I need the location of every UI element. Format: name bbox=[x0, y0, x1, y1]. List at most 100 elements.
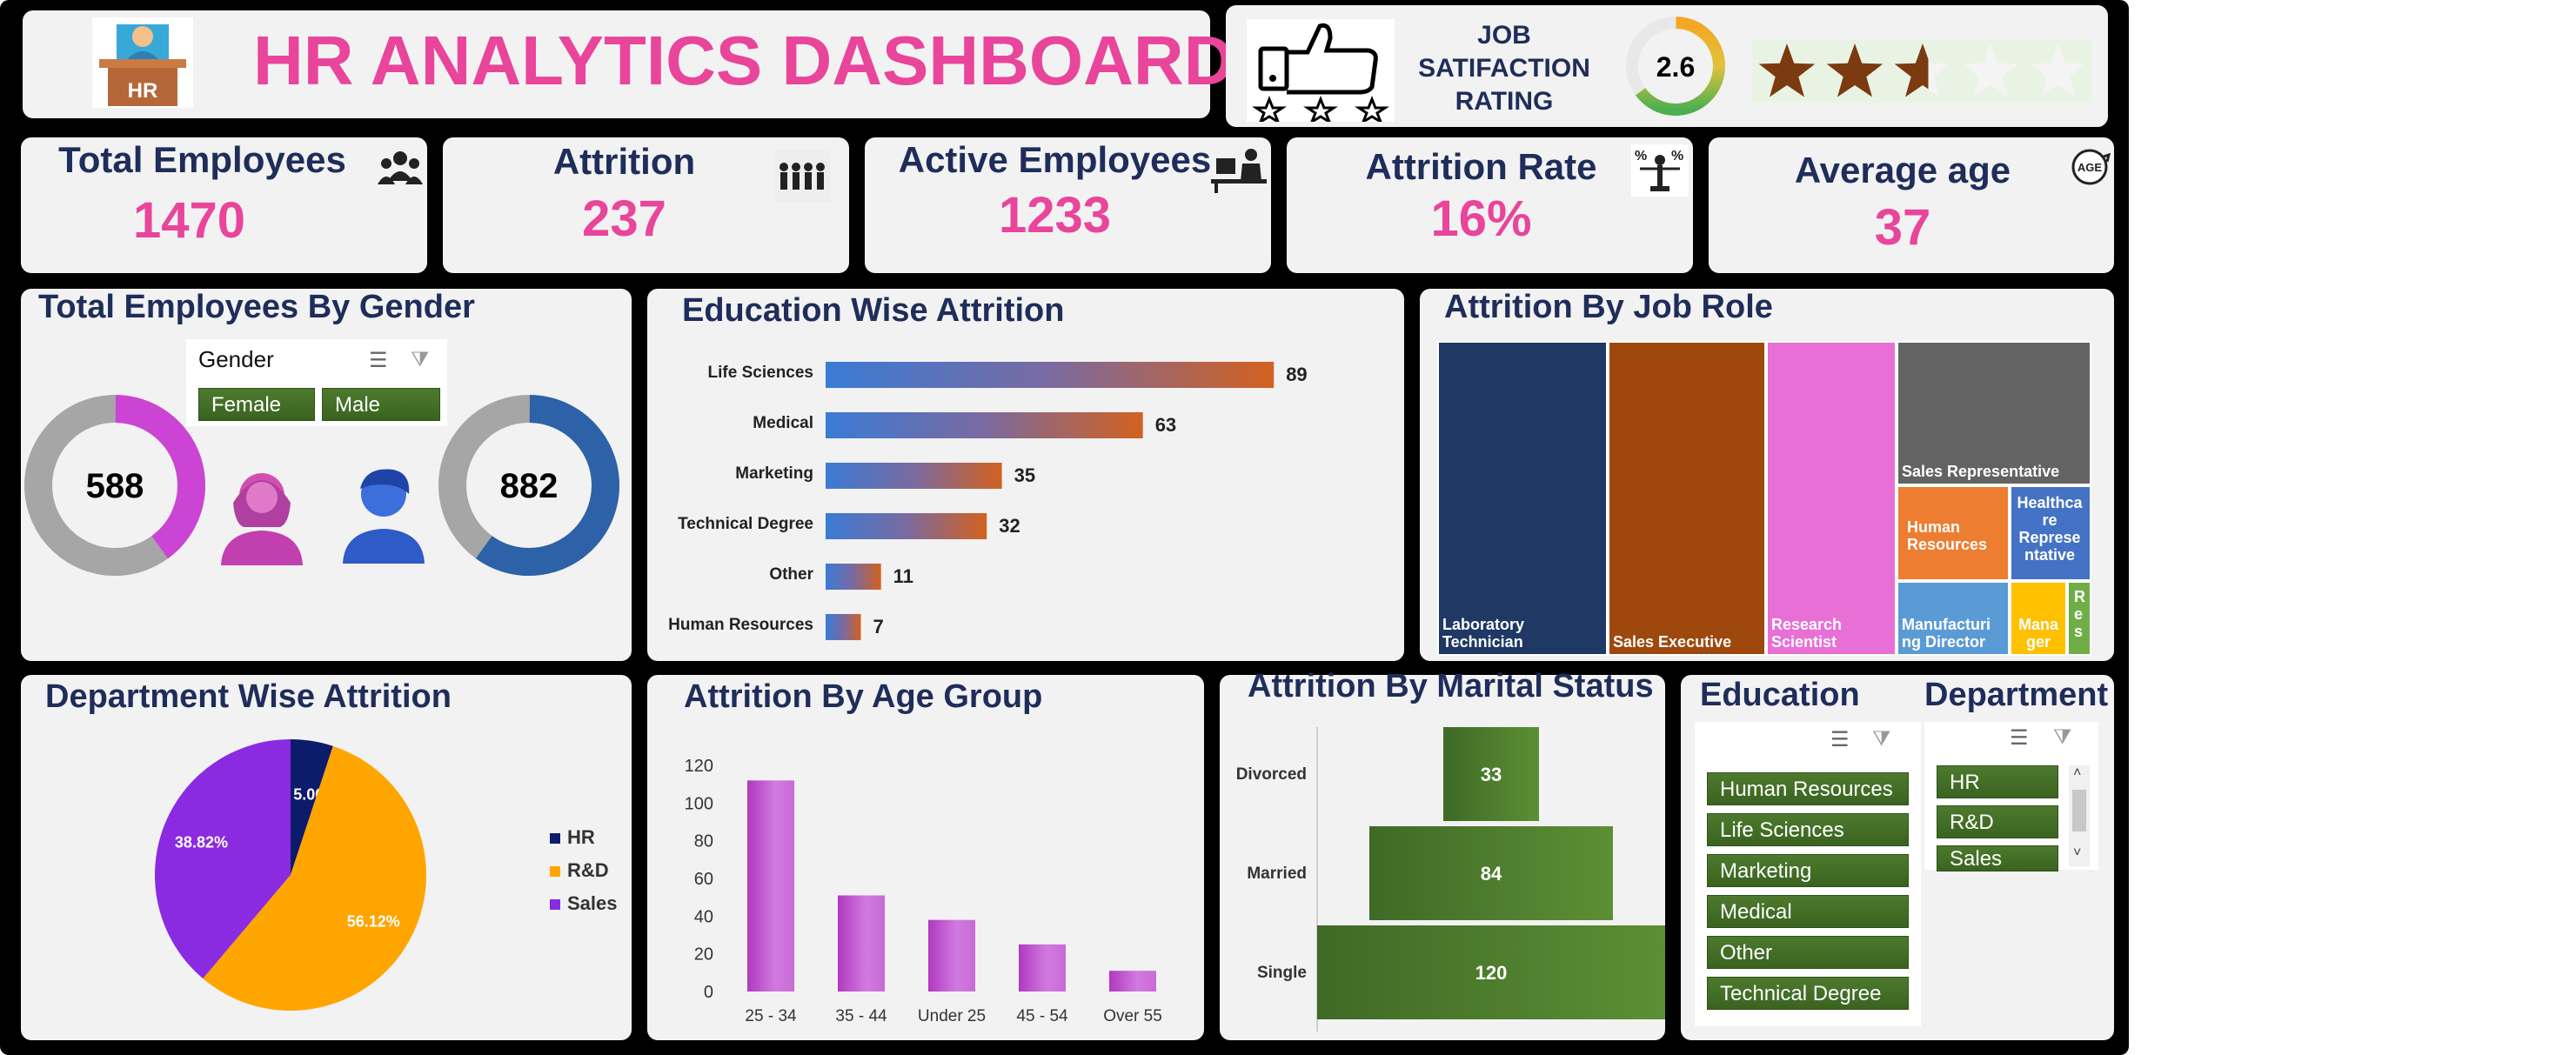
clear-filter-icon[interactable]: ⧩ bbox=[411, 348, 430, 371]
category-label: Life Sciences bbox=[708, 364, 813, 382]
gender-panel: Total Employees By Gender Gender ☰ ⧩ Fem… bbox=[21, 289, 632, 661]
scroll-down-icon[interactable]: ˅ bbox=[2073, 845, 2082, 860]
data-label: 38.82% bbox=[175, 833, 228, 851]
funnel-bar bbox=[1317, 925, 1665, 1019]
legend-label: R&D bbox=[567, 859, 609, 881]
kpi-label: Average age bbox=[1794, 150, 2011, 190]
category-label: Medical bbox=[753, 414, 813, 432]
svg-text:%: % bbox=[1635, 149, 1647, 164]
legend-label: HR bbox=[567, 826, 595, 848]
scrollbar-thumb[interactable] bbox=[2072, 790, 2086, 831]
education-attrition-panel: Education Wise Attrition Life Sciences 89… bbox=[647, 289, 1404, 661]
scroll-up-icon[interactable]: ˄ bbox=[2073, 765, 2082, 780]
multi-select-icon[interactable]: ☰ bbox=[2010, 726, 2029, 750]
panel-title: Education Wise Attrition bbox=[682, 292, 1065, 329]
education-option[interactable]: Marketing bbox=[1707, 854, 1909, 887]
panel-title: Attrition By Job Role bbox=[1444, 289, 1773, 325]
svg-text:AGE: AGE bbox=[2078, 161, 2103, 174]
x-tick-label: Under 25 bbox=[918, 1007, 986, 1025]
pie-slice bbox=[155, 739, 291, 979]
y-tick-label: 0 bbox=[704, 983, 713, 1002]
education-option[interactable]: Life Sciences bbox=[1707, 813, 1909, 846]
thumbs-up-icon bbox=[1247, 19, 1395, 125]
svg-text:%: % bbox=[1671, 149, 1683, 164]
rating-label-line2: SATIFACTION bbox=[1418, 54, 1590, 83]
rating-panel: JOB SATIFACTION RATING 2.6 bbox=[1226, 5, 2108, 127]
funnel-bar bbox=[1369, 826, 1613, 920]
data-label: 35 bbox=[1014, 464, 1035, 486]
job-role-panel: Attrition By Job Role Laboratory Technic… bbox=[1420, 289, 2114, 661]
category-label: Divorced bbox=[1236, 765, 1307, 784]
data-label: 84 bbox=[1481, 863, 1502, 885]
education-bar-chart: Life Sciences 89 Medical 63 Marketing 35 Techn… bbox=[668, 362, 1308, 640]
multi-select-icon[interactable]: ☰ bbox=[1830, 728, 1850, 751]
treemap-cell: Sales Executive bbox=[1608, 341, 1766, 656]
treemap-label: R e s bbox=[2074, 588, 2085, 640]
y-tick-label: 100 bbox=[685, 794, 713, 813]
rating-star-icon bbox=[2030, 43, 2087, 97]
treemap-cell: Laboratory Technician bbox=[1437, 341, 1608, 656]
gender-slicer: Gender ☰ ⧩ Female Male bbox=[186, 339, 447, 426]
department-slicer-title: Department bbox=[1924, 677, 2109, 713]
category-label: Married bbox=[1247, 865, 1307, 883]
age-group-column-chart: 0 20 40 60 80 100 120 25 - 34 35 - 44 Under 25 45 … bbox=[685, 757, 1162, 1025]
department-option[interactable]: HR bbox=[1937, 765, 2058, 798]
column bbox=[747, 780, 794, 992]
marital-panel: Attrition By Marital Status Divorced 33 Ma… bbox=[1220, 668, 1665, 1040]
kpi-value: 237 bbox=[582, 190, 666, 247]
gender-option-female[interactable]: Female bbox=[198, 388, 315, 421]
svg-text:HR: HR bbox=[128, 79, 158, 103]
category-label: Technical Degree bbox=[678, 515, 813, 533]
data-label: 56.12% bbox=[347, 912, 400, 930]
education-option[interactable]: Other bbox=[1707, 936, 1909, 969]
data-label: 11 bbox=[893, 565, 913, 587]
category-label: Other bbox=[769, 565, 813, 584]
x-tick-label: 35 - 44 bbox=[835, 1007, 887, 1025]
treemap-cell: Sales Representative bbox=[1897, 341, 2091, 485]
rating-star-icon bbox=[1826, 43, 1883, 97]
clear-filter-icon[interactable]: ⧩ bbox=[1872, 727, 1891, 751]
education-option[interactable]: Human Resources bbox=[1707, 772, 1909, 805]
data-label: 32 bbox=[999, 515, 1020, 537]
rating-gauge: 2.6 bbox=[1622, 12, 1730, 120]
slicer-scrollbar[interactable]: ˄ ˅ bbox=[2069, 765, 2090, 866]
rating-star-icon bbox=[1894, 43, 1951, 97]
treemap-label: Sales Representative bbox=[1902, 463, 2060, 480]
kpi-active-employees: Active Employees 1233 bbox=[865, 137, 1271, 273]
kpi-total-employees: Total Employees 1470 bbox=[21, 137, 427, 273]
kpi-attrition: Attrition 237 bbox=[443, 137, 849, 273]
panel-title: Department Wise Attrition bbox=[45, 678, 452, 715]
education-option[interactable]: Medical bbox=[1707, 895, 1909, 928]
gender-option-male[interactable]: Male bbox=[322, 388, 440, 421]
treemap-label: Human Resources bbox=[1907, 518, 1988, 553]
legend-swatch bbox=[550, 866, 560, 877]
bar bbox=[826, 614, 861, 640]
data-label: 89 bbox=[1286, 364, 1307, 385]
clear-filter-icon[interactable]: ⧩ bbox=[2053, 725, 2072, 749]
people-group-icon bbox=[378, 146, 423, 192]
multi-select-icon[interactable]: ☰ bbox=[369, 349, 388, 372]
rating-value: 2.6 bbox=[1656, 51, 1695, 83]
people-leaving-icon bbox=[773, 150, 831, 206]
kpi-label: Attrition bbox=[552, 141, 696, 182]
x-tick-label: Over 55 bbox=[1103, 1007, 1162, 1025]
column bbox=[838, 895, 885, 992]
pie-slice bbox=[291, 739, 333, 875]
department-option[interactable]: R&D bbox=[1937, 805, 2058, 838]
education-option[interactable]: Technical Degree bbox=[1707, 977, 1909, 1010]
department-attrition-panel: Department Wise Attrition 5.06% 56.12% 38.… bbox=[21, 675, 632, 1040]
category-label: Single bbox=[1257, 964, 1307, 982]
dashboard: HR HR ANALYTICS DASHBOARD JOB SATIFACTIO… bbox=[0, 0, 2129, 1055]
treemap-label: Sales Executive bbox=[1613, 633, 1732, 651]
kpi-value: 1233 bbox=[998, 187, 1112, 244]
job-role-treemap: Laboratory Technician Sales Executive Re… bbox=[1437, 341, 2091, 656]
department-option[interactable]: Sales bbox=[1937, 845, 2058, 871]
kpi-label: Total Employees bbox=[58, 139, 346, 180]
male-donut: 882 bbox=[437, 393, 621, 578]
page-title: HR ANALYTICS DASHBOARD bbox=[253, 22, 1234, 99]
rating-label: JOB SATIFACTION RATING bbox=[1408, 19, 1600, 118]
bar bbox=[826, 513, 987, 539]
treemap-cell: Human Resources bbox=[1897, 485, 2010, 581]
slicer-title: Gender bbox=[198, 346, 274, 372]
y-tick-label: 20 bbox=[694, 945, 713, 965]
